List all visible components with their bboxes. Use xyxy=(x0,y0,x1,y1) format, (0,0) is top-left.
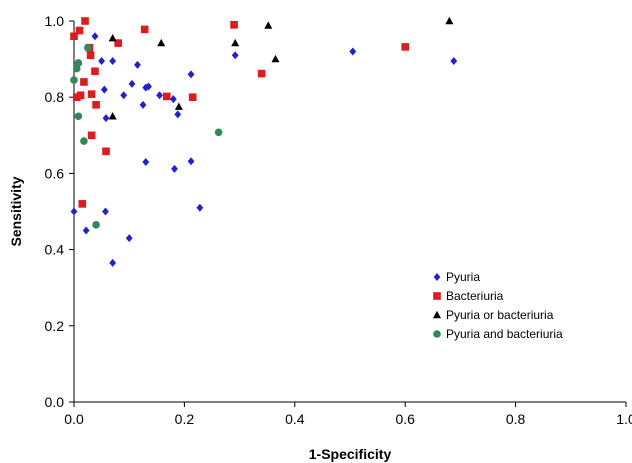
pyuria-or-bacteriuria-point xyxy=(108,112,117,120)
pyuria-point xyxy=(128,79,136,88)
pyuria-point xyxy=(142,157,150,166)
legend-label-bacteriuria: Bacteriuria xyxy=(446,289,504,303)
bacteriuria-point xyxy=(78,200,87,208)
y-axis-title: Sensitivity xyxy=(8,176,24,246)
pyuria-or-bacteriuria-point xyxy=(231,38,240,47)
bacteriuria-point xyxy=(86,51,95,60)
bacteriuria-point xyxy=(92,101,100,109)
x-tick-label: 0.8 xyxy=(506,411,526,427)
pyuria-point xyxy=(100,85,108,94)
x-axis-ticks: 0.0 0.2 0.4 0.6 0.8 1.0 xyxy=(64,402,632,427)
pyuria-point xyxy=(82,226,90,235)
legend-label-pyuria-or-bacteriuria: Pyuria or bacteriuria xyxy=(446,308,554,322)
pyuria-point xyxy=(120,91,128,100)
bacteriuria-point xyxy=(401,43,409,51)
bacteriuria-point xyxy=(162,92,171,101)
x-axis-title: 1-Specificity xyxy=(309,446,392,462)
x-tick-label: 0.4 xyxy=(285,411,305,427)
bacteriuria-point xyxy=(114,39,122,47)
bacteriuria-point xyxy=(76,91,85,100)
pyuria-point xyxy=(231,51,239,60)
pyuria-or-bacteriuria-point xyxy=(271,54,280,63)
y-tick-label: 0.2 xyxy=(45,318,65,334)
legend-label-pyuria-and-bacteriuria: Pyuria and bacteriuria xyxy=(446,327,563,341)
pyuria-point xyxy=(109,57,117,66)
legend-marker-bacteriuria xyxy=(433,292,441,300)
pyuria-point xyxy=(125,234,133,243)
pyuria-point xyxy=(102,114,110,123)
bacteriuria-point xyxy=(257,69,266,78)
bacteriuria-point xyxy=(140,25,149,34)
bacteriuria-point xyxy=(188,93,197,101)
pyuria-and-bacteriuria-point xyxy=(70,76,78,84)
pyuria-point xyxy=(174,110,182,119)
pyuria-point xyxy=(109,258,117,267)
bacteriuria-point xyxy=(70,32,78,41)
bacteriuria-point xyxy=(72,93,81,101)
pyuria-point xyxy=(169,95,177,104)
pyuria-point xyxy=(98,57,105,66)
legend: Pyuria Bacteriuria Pyuria or bacteriuria Py… xyxy=(433,270,563,341)
y-tick-label: 0.4 xyxy=(45,242,65,258)
pyuria-and-bacteriuria-point xyxy=(84,43,92,52)
pyuria-and-bacteriuria-point xyxy=(92,221,100,229)
pyuria-point xyxy=(349,47,357,56)
pyuria-or-bacteriuria-point xyxy=(264,21,273,29)
legend-marker-pyuria xyxy=(433,273,441,281)
pyuria-or-bacteriuria-point xyxy=(108,33,117,42)
bacteriuria-point xyxy=(230,21,238,29)
pyuria-point xyxy=(187,157,195,166)
pyuria-or-bacteriuria-point xyxy=(445,16,454,25)
pyuria-point xyxy=(70,207,78,216)
pyuria-point xyxy=(102,207,109,216)
pyuria-point xyxy=(156,91,163,100)
pyuria-point xyxy=(134,60,141,69)
x-tick-label: 0.6 xyxy=(395,411,415,427)
pyuria-and-bacteriuria-point xyxy=(214,128,223,137)
pyuria-and-bacteriuria-point xyxy=(72,64,81,73)
y-tick-label: 0.6 xyxy=(45,165,65,181)
x-tick-label: 0.0 xyxy=(64,411,84,427)
pyuria-point xyxy=(91,32,99,41)
y-tick-label: 0.0 xyxy=(45,394,65,410)
pyuria-point xyxy=(196,203,204,212)
pyuria-and-bacteriuria-point xyxy=(74,112,83,121)
bacteriuria-point xyxy=(81,17,89,25)
pyuria-point xyxy=(145,82,152,91)
legend-label-pyuria: Pyuria xyxy=(446,270,480,284)
pyuria-point xyxy=(171,164,178,173)
pyuria-or-bacteriuria-point xyxy=(157,38,166,47)
bacteriuria-point xyxy=(102,147,110,156)
plot-area: 0.0 0.2 0.4 0.6 0.8 1.0 0.0 0.2 0.4 0.6 0.8 1.0 xyxy=(45,13,632,427)
legend-marker-pyuria-or-bacteriuria xyxy=(433,310,441,319)
bacteriuria-point xyxy=(87,131,96,140)
pyuria-point xyxy=(139,100,147,109)
pyuria-and-bacteriuria-point xyxy=(74,59,83,67)
bacteriuria-point xyxy=(87,90,96,98)
pyuria-or-bacteriuria-point xyxy=(174,102,183,110)
x-tick-label: 0.2 xyxy=(175,411,195,427)
bacteriuria-point xyxy=(91,67,99,76)
pyuria-point xyxy=(450,57,458,66)
x-tick-label: 1.0 xyxy=(616,411,632,427)
y-tick-label: 0.8 xyxy=(45,89,65,105)
y-tick-label: 1.0 xyxy=(45,13,65,29)
pyuria-point xyxy=(142,83,150,92)
pyuria-point xyxy=(187,70,195,79)
legend-marker-pyuria-and-bacteriuria xyxy=(433,330,441,338)
y-axis-ticks: 0.0 0.2 0.4 0.6 0.8 1.0 xyxy=(45,13,74,410)
data-points xyxy=(70,16,458,267)
bacteriuria-point xyxy=(75,26,84,35)
pyuria-and-bacteriuria-point xyxy=(80,137,88,145)
bacteriuria-point xyxy=(80,78,88,86)
